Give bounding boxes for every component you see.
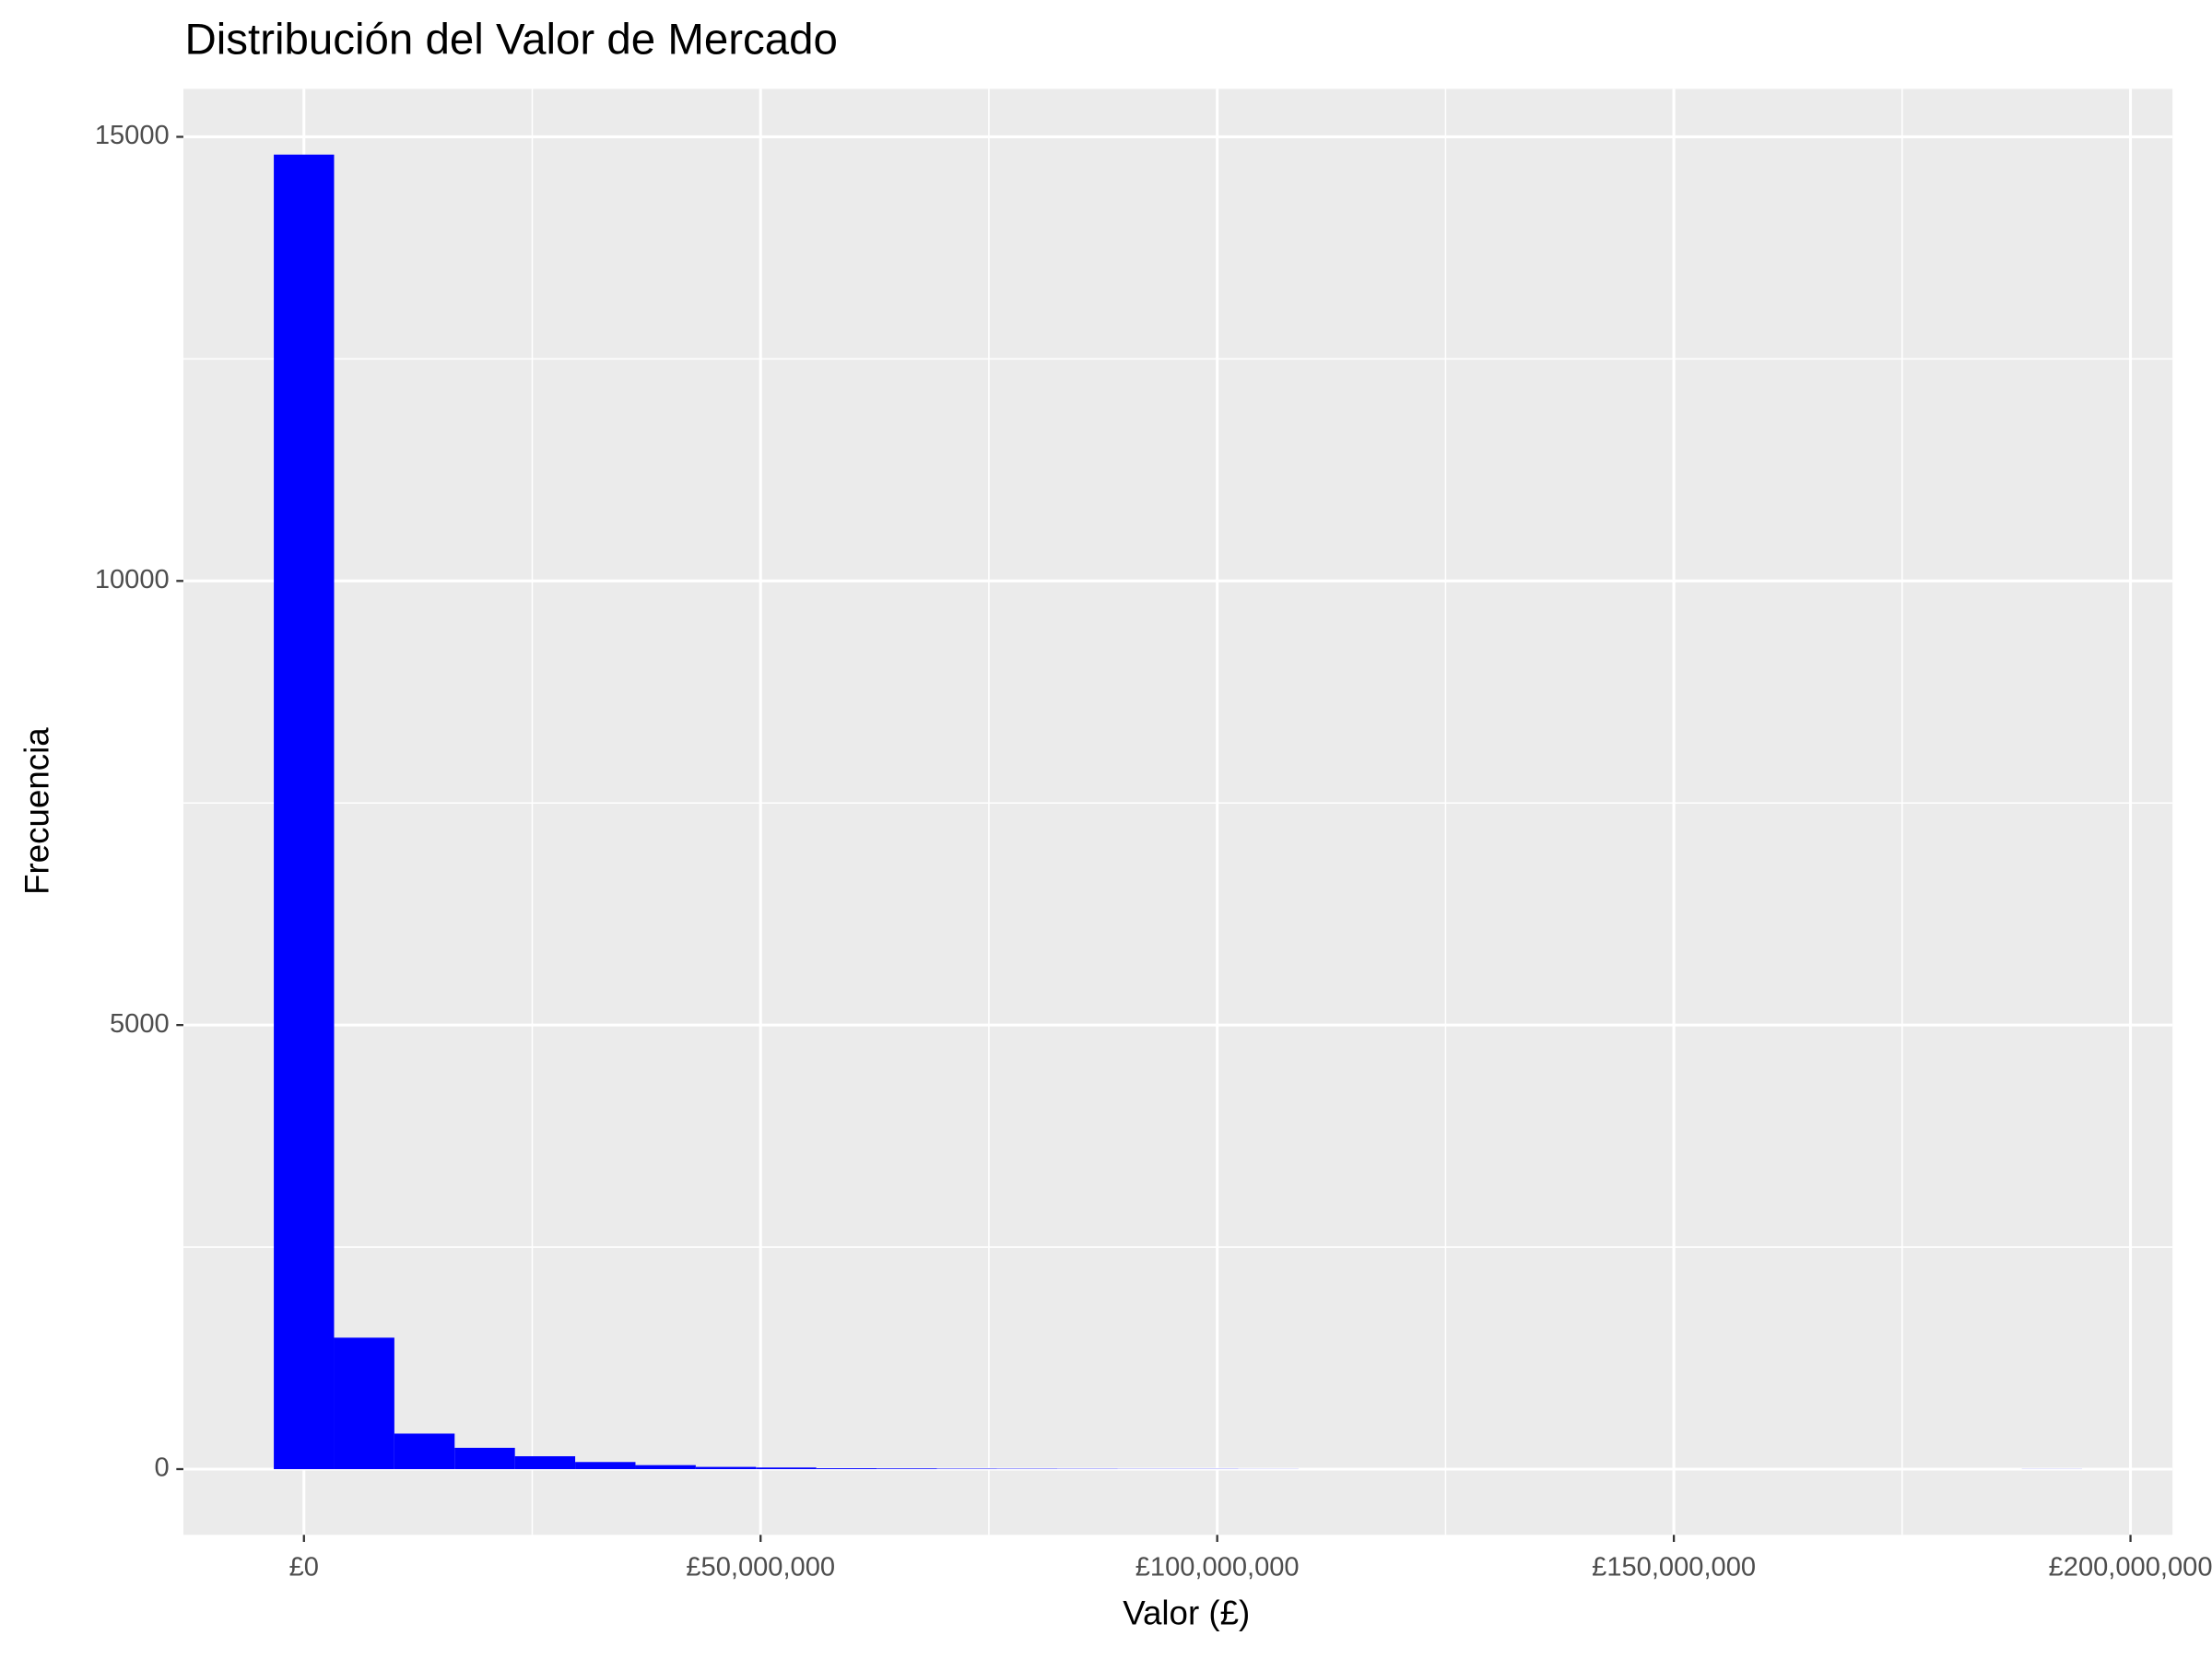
y-axis-title: Frecuencia bbox=[18, 727, 56, 895]
bar bbox=[514, 1456, 576, 1469]
x-tick-label: £200,000,000 bbox=[2049, 1553, 2212, 1583]
bar bbox=[274, 154, 335, 1469]
bar bbox=[756, 1467, 817, 1469]
x-tick-label: £50,000,000 bbox=[686, 1553, 835, 1583]
y-tick-label: 15000 bbox=[95, 121, 170, 150]
bar bbox=[575, 1462, 636, 1469]
y-tick-label: 5000 bbox=[110, 1009, 170, 1039]
bar bbox=[334, 1337, 394, 1469]
chart-title: Distribución del Valor de Mercado bbox=[185, 15, 838, 64]
y-tick-label: 0 bbox=[155, 1453, 170, 1483]
x-tick-label: £100,000,000 bbox=[1135, 1553, 1300, 1583]
bar bbox=[635, 1465, 696, 1469]
bars bbox=[274, 154, 2083, 1469]
x-tick-label: £150,000,000 bbox=[1592, 1553, 1756, 1583]
bar bbox=[816, 1468, 877, 1469]
x-axis-title: Valor (£) bbox=[1123, 1594, 1250, 1631]
panel-background bbox=[182, 88, 2173, 1535]
bar bbox=[454, 1447, 515, 1469]
y-tick-label: 10000 bbox=[95, 565, 170, 594]
bar bbox=[394, 1433, 455, 1469]
bar bbox=[877, 1468, 937, 1469]
bar bbox=[695, 1466, 757, 1469]
x-tick-label: £0 bbox=[289, 1553, 319, 1583]
axes: 0 5000 10000 15000 £0 £50,000,000 £100,000,000… bbox=[95, 121, 2212, 1583]
